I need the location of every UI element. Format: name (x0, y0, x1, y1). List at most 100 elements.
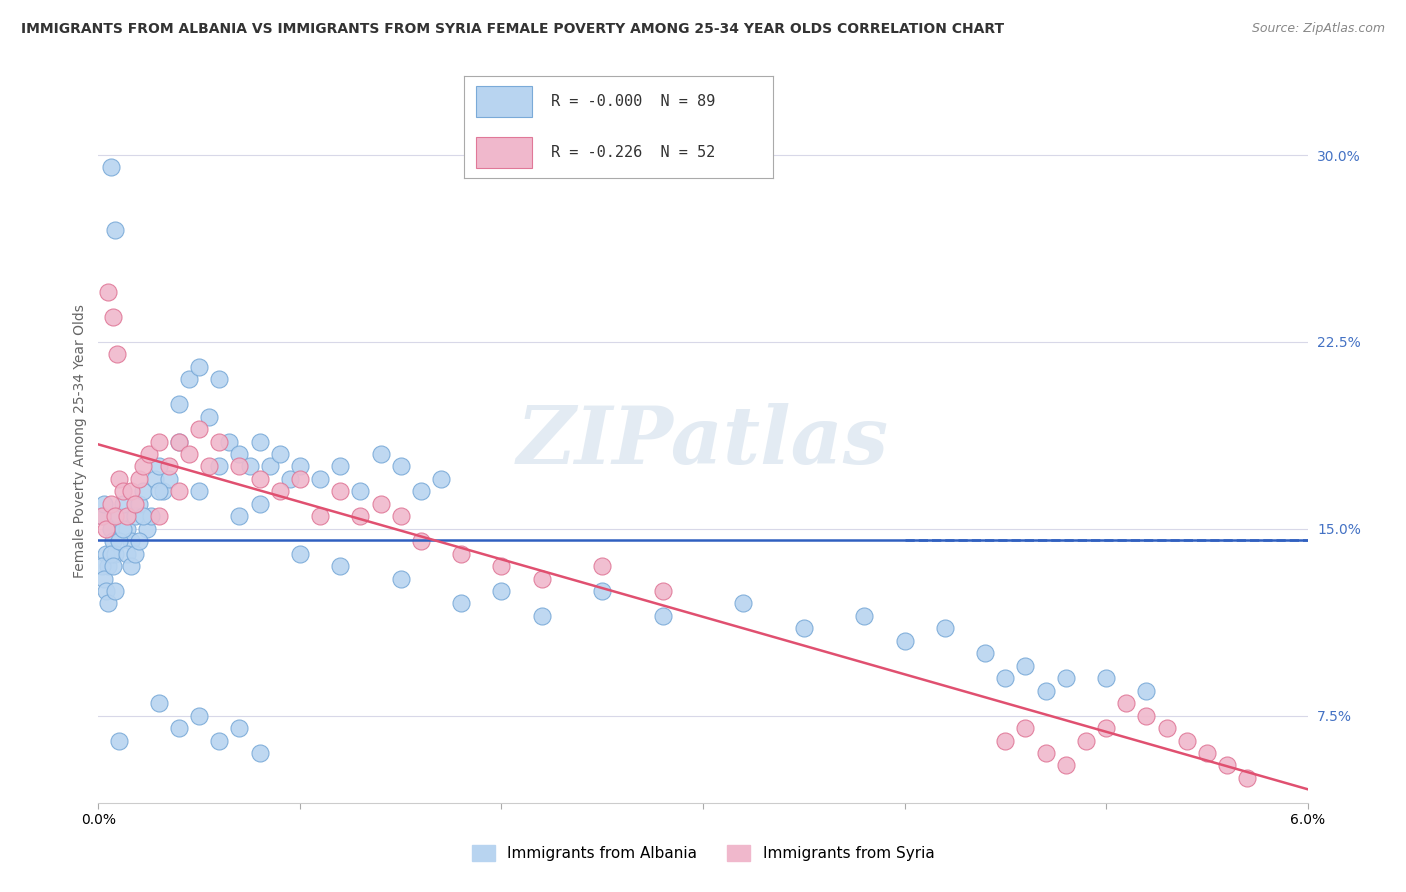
Point (1054, 758, 1077, 772)
Point (97, 285, 120, 299)
Point (651, 609, 673, 624)
Point (370, 447, 392, 461)
Point (249, 434, 271, 449)
Point (132, 484, 155, 499)
Point (491, 559, 513, 574)
Point (132, 459, 155, 474)
Legend: Immigrants from Albania, Immigrants from Syria: Immigrants from Albania, Immigrants from… (465, 839, 941, 867)
Point (139, 509, 162, 524)
Point (278, 472, 301, 486)
Point (93, 572, 115, 586)
Point (288, 459, 311, 474)
Point (530, 572, 553, 586)
Point (1035, 683, 1057, 698)
Point (97, 597, 120, 611)
Point (208, 459, 231, 474)
Point (349, 509, 371, 524)
Point (288, 472, 311, 486)
Point (198, 459, 221, 474)
Point (249, 746, 271, 760)
Point (157, 472, 180, 486)
Point (269, 484, 291, 499)
Point (107, 534, 129, 549)
Point (138, 447, 160, 461)
Point (96, 547, 118, 561)
Point (120, 559, 142, 574)
Point (249, 497, 271, 511)
Point (450, 597, 472, 611)
Point (1135, 683, 1157, 698)
Point (188, 484, 211, 499)
Point (651, 584, 673, 599)
Point (124, 547, 146, 561)
Point (1156, 721, 1178, 735)
Point (208, 372, 231, 386)
Point (128, 472, 150, 486)
Point (115, 547, 138, 561)
Point (208, 733, 231, 747)
Point (157, 459, 180, 474)
Y-axis label: Female Poverty Among 25-34 Year Olds: Female Poverty Among 25-34 Year Olds (73, 304, 87, 579)
Point (450, 547, 472, 561)
Text: IMMIGRANTS FROM ALBANIA VS IMMIGRANTS FROM SYRIA FEMALE POVERTY AMONG 25-34 YEAR: IMMIGRANTS FROM ALBANIA VS IMMIGRANTS FR… (21, 22, 1004, 37)
Point (1014, 721, 1036, 735)
Point (132, 509, 155, 524)
Point (239, 459, 262, 474)
Point (591, 584, 613, 599)
Point (124, 509, 146, 524)
Point (198, 409, 221, 424)
Point (111, 497, 134, 511)
Point (179, 372, 201, 386)
Point (1095, 721, 1118, 735)
Point (101, 534, 124, 549)
Point (111, 484, 134, 499)
Point (135, 522, 157, 536)
Point (148, 509, 170, 524)
Point (370, 497, 392, 511)
Point (188, 422, 211, 436)
Point (994, 733, 1017, 747)
Point (1095, 671, 1118, 685)
Point (167, 721, 190, 735)
Point (228, 459, 250, 474)
Bar (477, 137, 531, 168)
Point (96, 522, 118, 536)
Text: Source: ZipAtlas.com: Source: ZipAtlas.com (1251, 22, 1385, 36)
Point (100, 547, 122, 561)
Point (100, 522, 122, 536)
Point (148, 696, 170, 710)
Point (349, 484, 371, 499)
Point (152, 484, 174, 499)
Point (188, 359, 211, 374)
Point (733, 597, 755, 611)
Point (288, 547, 311, 561)
Point (124, 497, 146, 511)
Point (228, 447, 250, 461)
Point (100, 497, 122, 511)
Point (107, 733, 129, 747)
Point (107, 509, 129, 524)
Point (179, 447, 201, 461)
Point (96, 584, 118, 599)
Point (91, 509, 114, 524)
Point (430, 472, 453, 486)
Point (93, 497, 115, 511)
Point (1216, 758, 1239, 772)
Text: ZIPatlas: ZIPatlas (517, 403, 889, 480)
Point (1175, 733, 1198, 747)
Bar (477, 87, 531, 117)
Point (100, 161, 122, 175)
Point (143, 472, 166, 486)
Point (1074, 733, 1097, 747)
Point (1054, 671, 1077, 685)
Point (1236, 771, 1258, 785)
Point (208, 434, 231, 449)
Point (309, 472, 332, 486)
Point (111, 522, 134, 536)
Point (329, 559, 352, 574)
Point (974, 646, 997, 660)
Point (1135, 708, 1157, 723)
Point (91, 509, 114, 524)
Point (167, 434, 190, 449)
Point (793, 621, 815, 635)
